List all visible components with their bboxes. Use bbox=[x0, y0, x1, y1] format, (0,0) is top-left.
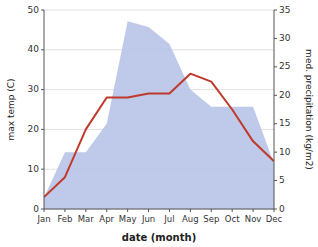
x-tick bbox=[169, 209, 170, 212]
x-tick-label: May bbox=[119, 214, 137, 224]
y-tick bbox=[41, 169, 44, 170]
x-tick bbox=[127, 209, 128, 212]
grid bbox=[44, 10, 274, 209]
y-tick-label: 40 bbox=[28, 44, 40, 54]
y-tick bbox=[41, 89, 44, 90]
y-axis-line bbox=[44, 10, 45, 209]
x-axis-line bbox=[44, 209, 274, 210]
y2-tick-label: 20 bbox=[279, 90, 291, 100]
x-tick bbox=[148, 209, 149, 212]
x-tick bbox=[64, 209, 65, 212]
x-tick-label: Nov bbox=[245, 214, 262, 224]
y2-tick bbox=[274, 123, 277, 124]
x-tick-label: Jul bbox=[163, 214, 174, 224]
area bbox=[44, 21, 274, 209]
y2-tick bbox=[274, 180, 277, 181]
line bbox=[44, 74, 274, 197]
y2-tick bbox=[274, 95, 277, 96]
x-tick-label: Mar bbox=[78, 214, 95, 224]
x-tick bbox=[85, 209, 86, 212]
y2-tick-label: 15 bbox=[279, 118, 290, 128]
y-tick bbox=[41, 49, 44, 50]
x-tick-label: Jun bbox=[141, 214, 155, 224]
y2-axis-label: med. precipitation (kg/m2) bbox=[304, 49, 314, 170]
x-tick bbox=[106, 209, 107, 212]
x-tick bbox=[44, 209, 45, 212]
y-axis-label: max temp (C) bbox=[6, 78, 16, 140]
y2-tick bbox=[274, 38, 277, 39]
grid-line bbox=[44, 10, 274, 11]
x-tick-label: Apr bbox=[99, 214, 114, 224]
chart-svg: 0 10 20 30 40 50 0 5 10 15 20 25 30 35 Jan Feb Mar Apr May… bbox=[0, 0, 318, 247]
x-tick bbox=[211, 209, 212, 212]
y2-tick-label: 30 bbox=[279, 33, 291, 43]
plot-data bbox=[44, 21, 274, 209]
y2-axis-line bbox=[274, 10, 275, 209]
x-tick bbox=[232, 209, 233, 212]
y2-tick bbox=[274, 152, 277, 153]
y2-tick bbox=[274, 66, 277, 67]
y-tick-label: 0 bbox=[33, 204, 39, 214]
x-tick-label: Oct bbox=[225, 214, 240, 224]
y2-tick-label: 10 bbox=[279, 147, 291, 157]
x-tick-label: Dec bbox=[266, 214, 283, 224]
x-axis-label: date (month) bbox=[122, 232, 196, 243]
grid-line bbox=[44, 209, 274, 210]
y2-tick-label: 25 bbox=[279, 61, 290, 71]
y2-tick-label: 35 bbox=[279, 5, 290, 15]
axis-labels: date (month) max temp (C) med. precipitati… bbox=[6, 49, 314, 243]
y-tick bbox=[41, 129, 44, 130]
x-tick bbox=[190, 209, 191, 212]
y2-tick-label: 0 bbox=[279, 204, 285, 214]
chart-container: 0 10 20 30 40 50 0 5 10 15 20 25 30 35 Jan Feb Mar Apr May… bbox=[0, 0, 318, 247]
axes: 0 10 20 30 40 50 0 5 10 15 20 25 30 35 Jan Feb Mar Apr May… bbox=[28, 5, 291, 225]
y-tick-label: 30 bbox=[28, 84, 40, 94]
x-tick-label: Feb bbox=[57, 214, 72, 224]
y-tick-label: 20 bbox=[28, 124, 40, 134]
x-tick-label: Sep bbox=[203, 214, 219, 224]
x-tick bbox=[253, 209, 254, 212]
y-tick-label: 10 bbox=[28, 164, 40, 174]
x-tick bbox=[274, 209, 275, 212]
y-tick-label: 50 bbox=[28, 5, 40, 15]
y-tick bbox=[41, 10, 44, 11]
x-tick-label: Jan bbox=[36, 214, 50, 224]
y2-tick-label: 5 bbox=[279, 175, 285, 185]
x-tick-label: Aug bbox=[182, 214, 199, 224]
y2-tick bbox=[274, 10, 277, 11]
